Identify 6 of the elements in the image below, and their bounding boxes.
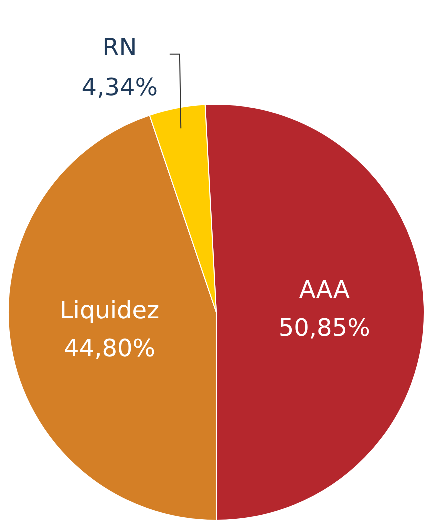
data-label: 44,80% — [64, 334, 156, 362]
data-label: 4,34% — [82, 74, 158, 102]
slice-label: Liquidez — [60, 296, 160, 324]
slice-label: AAA — [299, 276, 350, 304]
data-label: 50,85% — [278, 314, 370, 342]
slice-label: RN — [102, 34, 138, 62]
